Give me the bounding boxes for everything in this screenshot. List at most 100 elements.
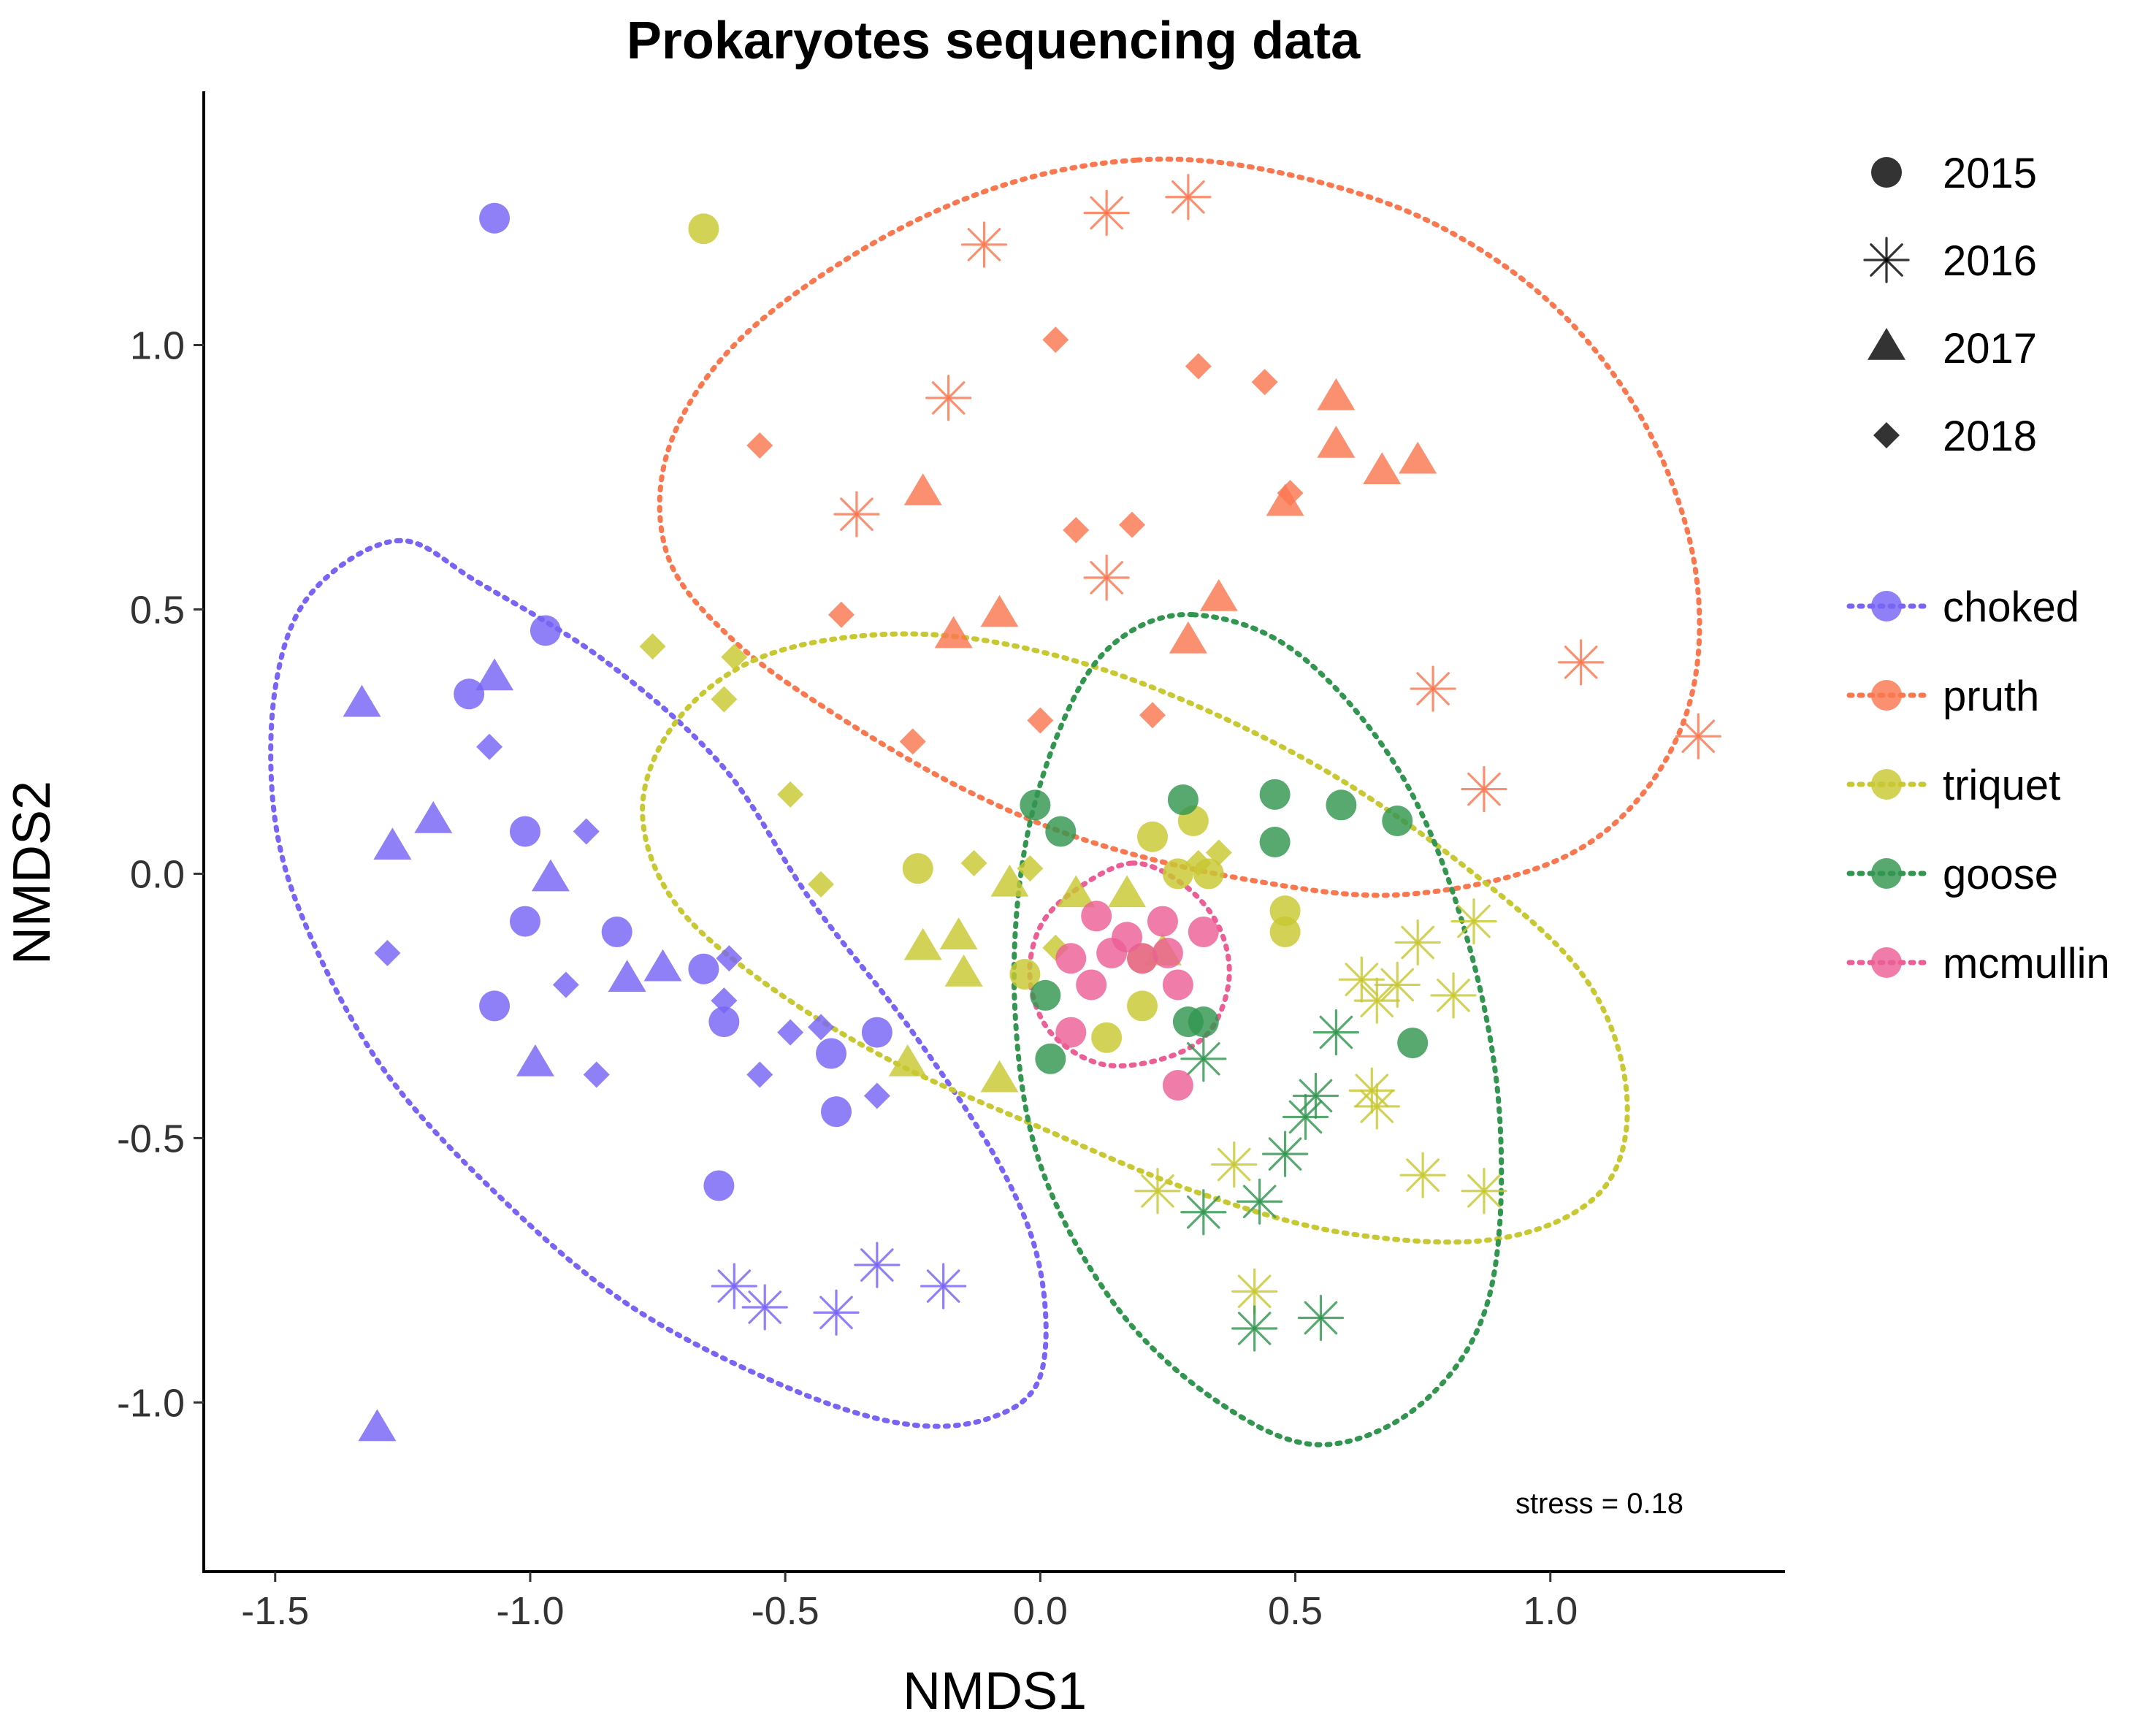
- point-triquet-2017: [888, 1044, 927, 1076]
- point-triquet-2016: [1353, 1083, 1400, 1130]
- point-goose-2015: [1030, 979, 1061, 1011]
- legend-marker-mcmullin: [1871, 947, 1902, 978]
- x-ticks: -1.5 -1.0 -0.5 0.0 0.5 1.0: [241, 1572, 1578, 1633]
- point-goose-2015: [1397, 1028, 1429, 1059]
- point-triquet-2018: [721, 643, 748, 670]
- point-pruth-2016: [1083, 554, 1130, 601]
- point-mcmullin-2015: [1055, 1017, 1087, 1048]
- point-triquet-2015: [1162, 858, 1193, 890]
- point-goose-2016: [1180, 1189, 1227, 1236]
- point-triquet-2016: [1430, 972, 1477, 1019]
- point-choked-2016: [813, 1289, 860, 1336]
- legend-marker-choked: [1871, 591, 1902, 621]
- legend-marker-triquet: [1871, 769, 1902, 800]
- legend-year-label: 2018: [1943, 413, 2037, 460]
- point-choked-2018: [808, 1014, 835, 1041]
- point-triquet-2018: [808, 871, 835, 898]
- point-pruth-2018: [1277, 480, 1304, 507]
- point-mcmullin-2015: [1096, 938, 1128, 969]
- point-mcmullin-2015: [1127, 943, 1158, 974]
- point-goose-2015: [1045, 816, 1077, 847]
- point-mcmullin-2015: [1055, 943, 1087, 974]
- point-pruth-2018: [1251, 369, 1278, 396]
- x-tick-label: 0.0: [1013, 1589, 1068, 1633]
- ellipse-choked: [268, 538, 1049, 1429]
- point-triquet-2017: [990, 864, 1029, 897]
- x-tick-label: 0.5: [1268, 1589, 1323, 1633]
- point-triquet-2016: [1134, 1168, 1181, 1215]
- point-triquet-2018: [960, 849, 987, 876]
- point-goose-2015: [1188, 1006, 1219, 1038]
- plot-area: [268, 156, 1721, 1447]
- point-goose-2015: [1259, 779, 1291, 810]
- point-triquet-2018: [777, 781, 804, 808]
- point-goose-2015: [1326, 789, 1357, 821]
- x-tick-label: -0.5: [752, 1589, 819, 1633]
- x-tick-label: 1.0: [1523, 1589, 1578, 1633]
- point-pruth-2016: [833, 491, 880, 538]
- point-choked-2015: [530, 615, 561, 646]
- point-pruth-2017: [934, 616, 973, 649]
- point-choked-2018: [716, 945, 743, 972]
- point-choked-2016: [711, 1263, 757, 1309]
- point-pruth-2016: [925, 375, 972, 421]
- point-choked-2018: [746, 1061, 773, 1088]
- point-choked-2017: [531, 859, 570, 892]
- legend-triangle-icon: [1868, 328, 1905, 360]
- point-triquet-2017: [944, 954, 983, 987]
- year-legend: 2015 2016 2017 2018: [1863, 150, 2037, 460]
- point-choked-2015: [861, 1017, 892, 1048]
- point-pruth-2018: [1139, 702, 1166, 729]
- ellipse-layer: [268, 156, 1702, 1447]
- point-pruth-2018: [899, 728, 926, 755]
- point-goose-2016: [1231, 1305, 1278, 1352]
- point-triquet-2016: [1211, 1141, 1258, 1188]
- point-goose-2015: [1167, 784, 1199, 816]
- point-choked-2015: [703, 1170, 735, 1201]
- point-pruth-2017: [980, 594, 1019, 627]
- point-triquet-2016: [1399, 1152, 1446, 1198]
- legend-marker-goose: [1871, 858, 1902, 889]
- point-choked-2015: [509, 816, 540, 847]
- legend-year-label: 2016: [1943, 237, 2037, 285]
- legend-year-label: 2015: [1943, 150, 2037, 197]
- x-tick-label: -1.5: [241, 1589, 309, 1633]
- point-goose-2016: [1180, 1036, 1227, 1082]
- point-mcmullin-2015: [1162, 1069, 1193, 1101]
- point-choked-2015: [708, 1006, 740, 1038]
- site-legend: choked pruth triquet goose mcmullin: [1846, 584, 2110, 987]
- point-choked-2015: [601, 917, 632, 948]
- point-pruth-2018: [1119, 511, 1146, 538]
- y-axis-title: NMDS2: [3, 781, 61, 965]
- y-tick-label: 0.5: [130, 588, 185, 632]
- point-pruth-2017: [1317, 426, 1356, 458]
- point-choked-2017: [643, 949, 682, 982]
- point-pruth-2017: [1169, 621, 1207, 654]
- legend-year-label: 2017: [1943, 325, 2037, 372]
- point-goose-2016: [1261, 1131, 1309, 1177]
- point-pruth-2016: [1558, 639, 1605, 686]
- legend-asterisk-icon: [1863, 237, 1910, 283]
- y-tick-label: 1.0: [130, 324, 185, 367]
- point-choked-2017: [516, 1044, 554, 1076]
- point-choked-2015: [688, 953, 719, 984]
- ellipse-triquet: [640, 631, 1630, 1245]
- point-choked-2015: [509, 906, 540, 937]
- point-choked-2017: [358, 1409, 397, 1442]
- point-pruth-2017: [1199, 578, 1238, 611]
- point-triquet-2015: [688, 213, 719, 245]
- point-mcmullin-2015: [1081, 900, 1112, 932]
- point-pruth-2016: [1165, 174, 1212, 221]
- point-triquet-2017: [980, 1060, 1019, 1093]
- point-mcmullin-2015: [1147, 906, 1178, 937]
- point-triquet-2015: [1009, 958, 1041, 990]
- point-goose-2016: [1236, 1178, 1283, 1225]
- y-tick-label: -0.5: [117, 1117, 185, 1160]
- point-choked-2017: [475, 658, 514, 691]
- point-triquet-2015: [902, 853, 933, 884]
- point-pruth-2016: [1461, 765, 1507, 813]
- point-mcmullin-2015: [1076, 969, 1107, 1001]
- point-pruth-2016: [1083, 189, 1130, 237]
- point-pruth-2018: [1042, 326, 1069, 353]
